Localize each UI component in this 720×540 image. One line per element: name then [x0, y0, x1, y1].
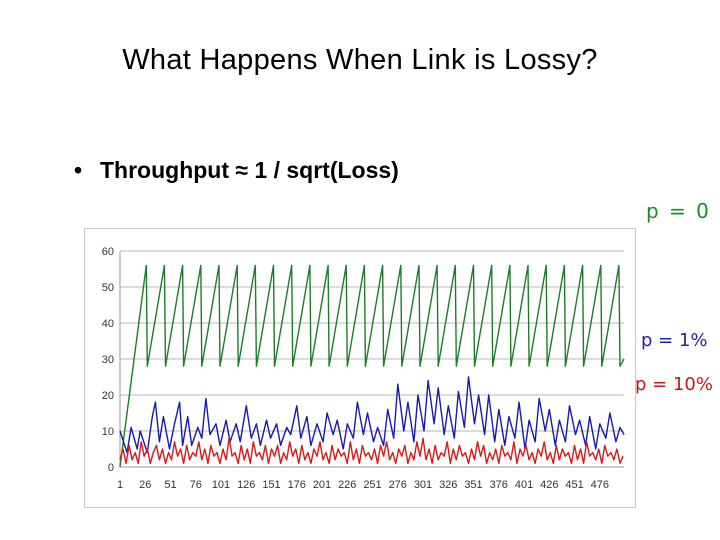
- y-tick-label: 50: [102, 282, 114, 294]
- y-tick-label: 10: [102, 426, 114, 438]
- x-tick-label: 351: [464, 479, 482, 491]
- label-p0: p = 0: [646, 199, 711, 223]
- x-tick-label: 326: [439, 479, 457, 491]
- series-line-p0: [119, 264, 625, 468]
- x-tick-label: 476: [591, 479, 609, 491]
- bullet-item: • Throughput ≈ 1 / sqrt(Loss): [74, 157, 399, 184]
- y-tick-label: 40: [102, 318, 114, 330]
- slide-title: What Happens When Link is Lossy?: [122, 44, 598, 76]
- label-p10: p = 10%: [635, 374, 713, 395]
- x-tick-label: 151: [262, 479, 280, 491]
- x-tick-label: 126: [237, 479, 255, 491]
- x-tick-label: 26: [139, 479, 151, 491]
- x-tick-label: 176: [288, 479, 306, 491]
- series-line-p1: [119, 376, 625, 454]
- x-tick-label: 401: [515, 479, 533, 491]
- x-tick-label: 451: [565, 479, 583, 491]
- x-tick-label: 1: [117, 479, 123, 491]
- bullet-text: Throughput ≈ 1 / sqrt(Loss): [100, 157, 399, 183]
- series-line-p10: [119, 437, 624, 465]
- x-tick-label: 101: [212, 479, 230, 491]
- y-tick-label: 20: [102, 390, 114, 402]
- x-tick-label: 276: [389, 479, 407, 491]
- bullet-marker: •: [74, 157, 83, 183]
- y-tick-label: 30: [102, 354, 114, 366]
- y-tick-label: 60: [102, 246, 114, 258]
- x-tick-label: 426: [540, 479, 558, 491]
- x-tick-label: 76: [190, 479, 202, 491]
- label-p1: p = 1%: [641, 330, 708, 351]
- x-tick-label: 301: [414, 479, 432, 491]
- y-tick-label: 0: [108, 462, 114, 474]
- x-tick-label: 251: [363, 479, 381, 491]
- x-tick-label: 376: [490, 479, 508, 491]
- x-tick-label: 201: [313, 479, 331, 491]
- x-tick-label: 226: [338, 479, 356, 491]
- x-tick-label: 51: [164, 479, 176, 491]
